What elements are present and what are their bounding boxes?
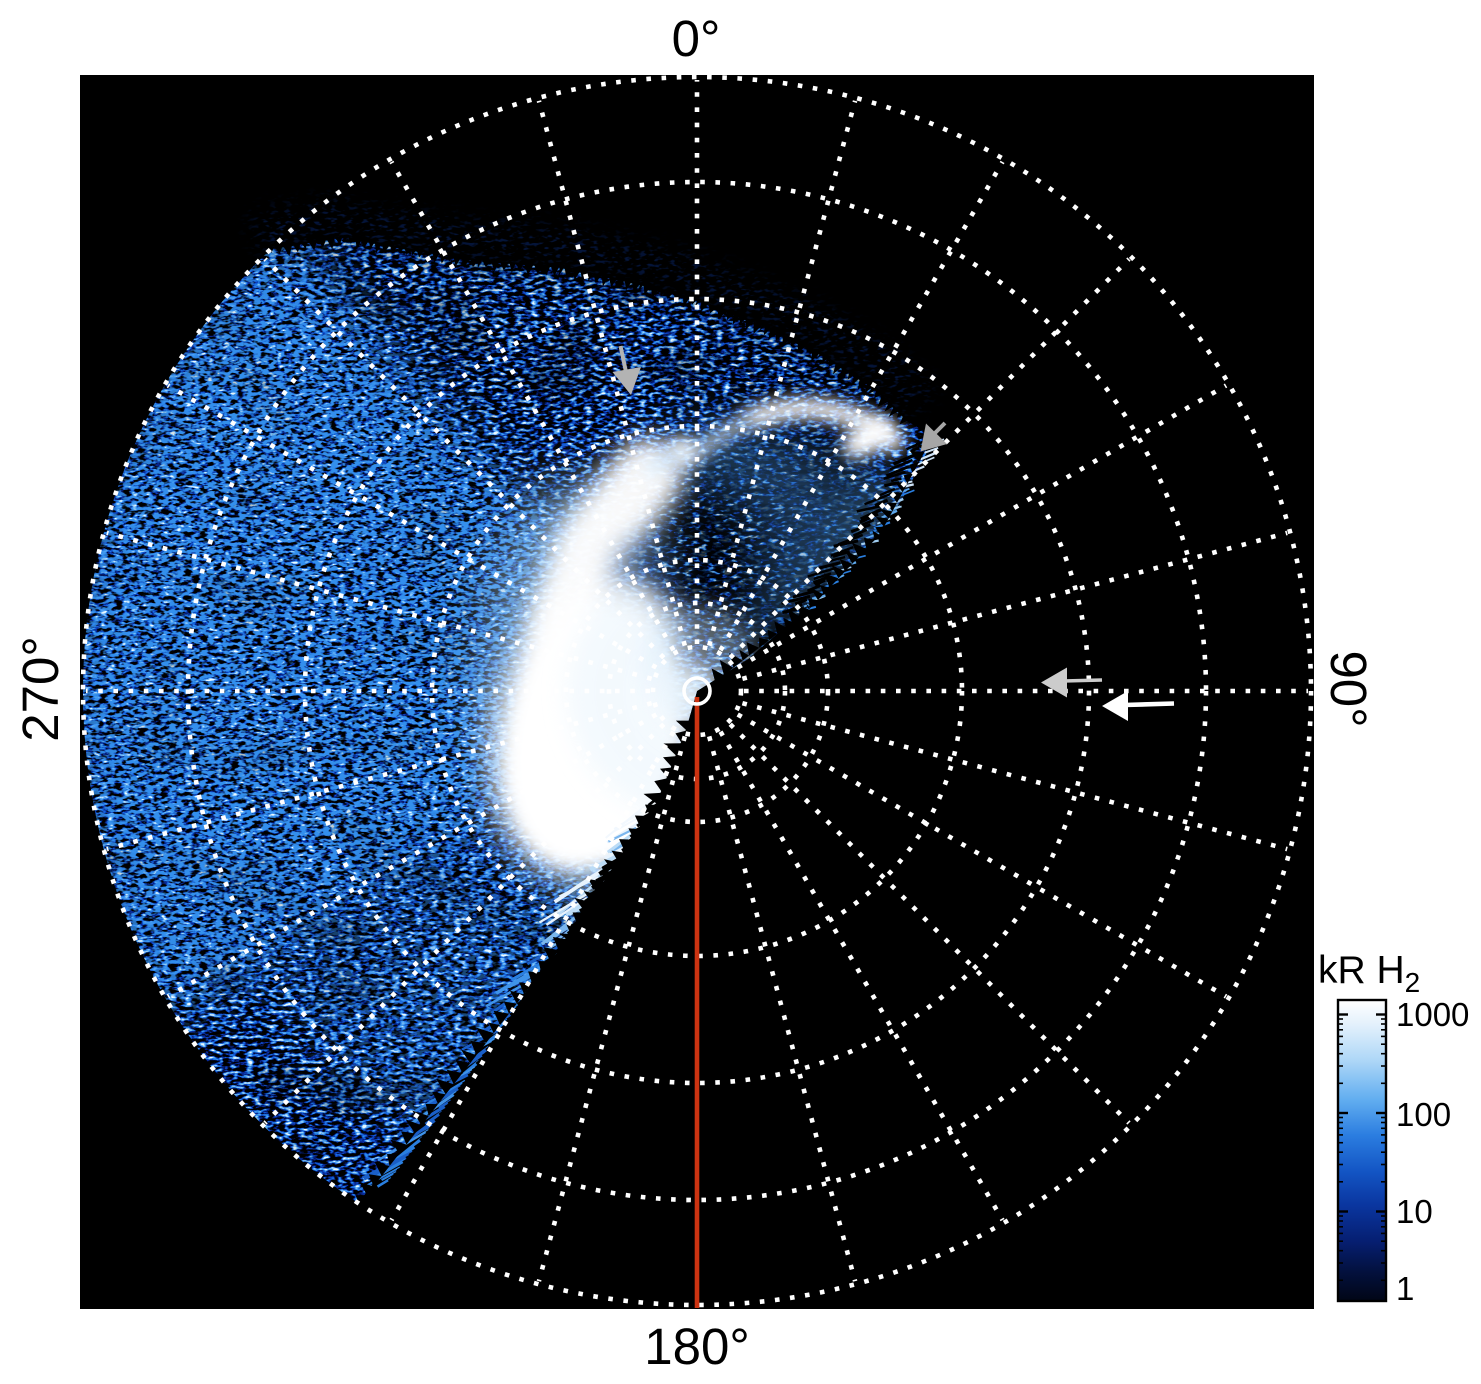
svg-text:1000: 1000	[1396, 996, 1469, 1033]
svg-text:100: 100	[1396, 1096, 1451, 1133]
svg-text:10: 10	[1396, 1193, 1433, 1230]
svg-text:0°: 0°	[672, 10, 721, 67]
svg-text:kR H2: kR H2	[1318, 949, 1420, 998]
svg-text:270°: 270°	[12, 636, 69, 742]
svg-text:1: 1	[1396, 1270, 1414, 1307]
svg-text:90°: 90°	[1320, 650, 1377, 727]
svg-text:180°: 180°	[644, 1318, 750, 1375]
